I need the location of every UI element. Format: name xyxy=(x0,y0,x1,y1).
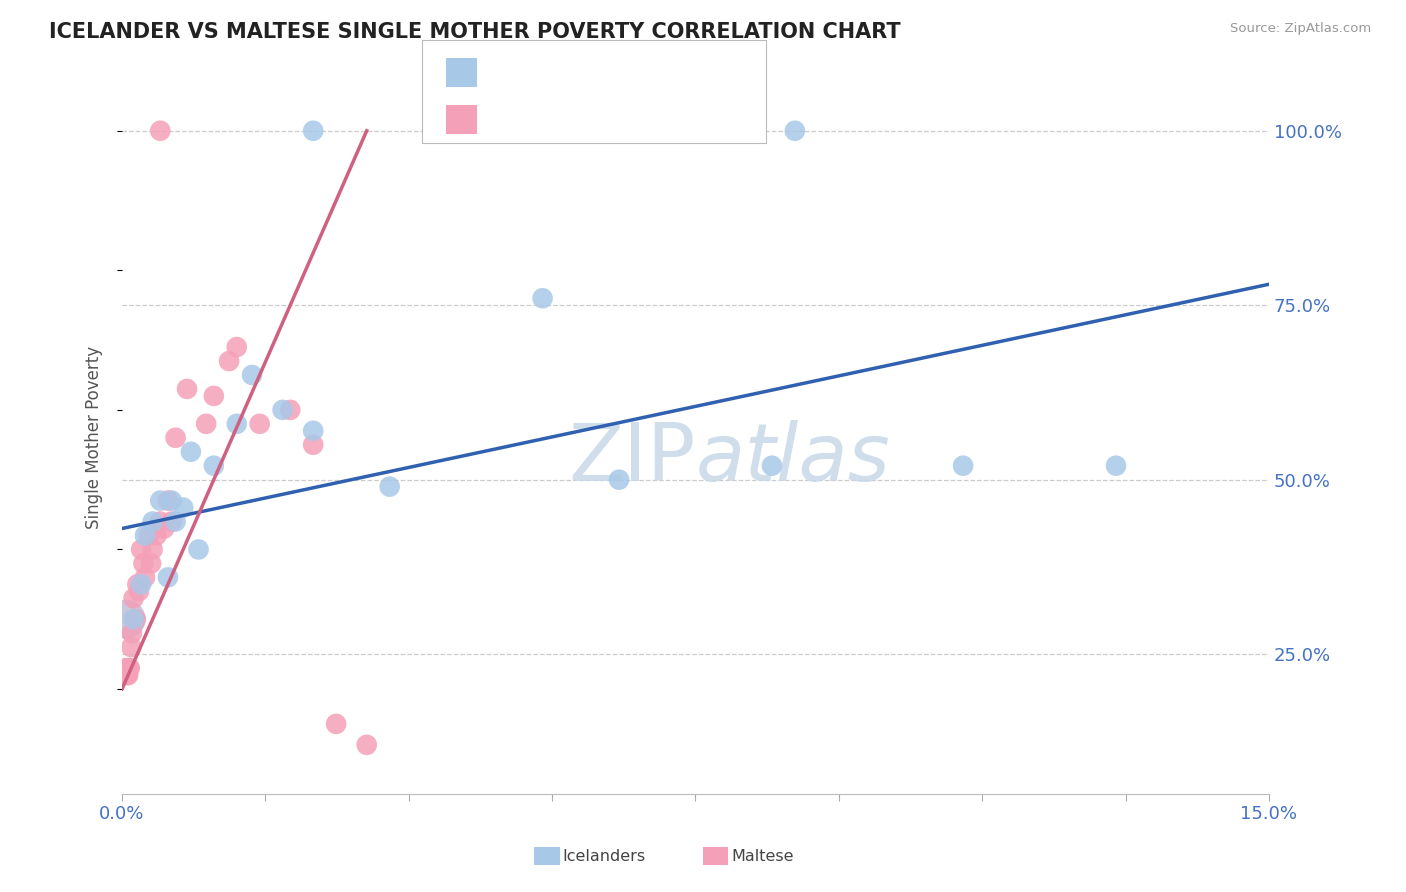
Point xyxy=(531,291,554,305)
Point xyxy=(117,668,139,682)
Point xyxy=(325,717,347,731)
Text: Source: ZipAtlas.com: Source: ZipAtlas.com xyxy=(1230,22,1371,36)
Point xyxy=(138,528,160,542)
Point xyxy=(378,480,401,494)
Point xyxy=(160,493,183,508)
Text: atlas: atlas xyxy=(696,420,890,498)
Text: R =: R = xyxy=(491,111,530,128)
Text: Icelanders: Icelanders xyxy=(562,849,645,863)
Point xyxy=(761,458,783,473)
Text: Maltese: Maltese xyxy=(731,849,793,863)
Point xyxy=(952,458,974,473)
Point xyxy=(118,661,141,675)
Text: N =: N = xyxy=(586,63,638,82)
Point xyxy=(195,417,218,431)
Point xyxy=(160,515,183,529)
Point xyxy=(302,424,325,438)
Point xyxy=(302,438,325,452)
Point xyxy=(202,458,225,473)
Text: 0.344: 0.344 xyxy=(533,63,589,82)
Point xyxy=(1105,458,1128,473)
Point xyxy=(149,124,172,138)
Point xyxy=(271,403,294,417)
Point xyxy=(225,417,247,431)
Point xyxy=(149,493,172,508)
Point xyxy=(129,577,152,591)
Point xyxy=(176,382,198,396)
Point xyxy=(149,515,172,529)
Point xyxy=(153,521,176,535)
Y-axis label: Single Mother Poverty: Single Mother Poverty xyxy=(86,346,103,529)
Point xyxy=(125,612,148,626)
Point xyxy=(249,417,271,431)
Point xyxy=(120,640,142,654)
Text: R =: R = xyxy=(491,63,530,82)
Point xyxy=(783,124,806,138)
Text: 33: 33 xyxy=(631,111,657,128)
Point xyxy=(165,515,187,529)
Point xyxy=(165,431,187,445)
Point xyxy=(115,661,138,675)
Point xyxy=(180,444,202,458)
Point xyxy=(494,124,516,138)
Point xyxy=(240,368,263,382)
Point xyxy=(187,542,209,557)
Text: 0.710: 0.710 xyxy=(533,111,589,128)
Text: ZIP: ZIP xyxy=(568,420,696,498)
Point xyxy=(134,570,156,584)
Point xyxy=(225,340,247,354)
Point xyxy=(356,738,378,752)
Text: 22: 22 xyxy=(631,63,657,82)
Text: ICELANDER VS MALTESE SINGLE MOTHER POVERTY CORRELATION CHART: ICELANDER VS MALTESE SINGLE MOTHER POVER… xyxy=(49,22,901,42)
Point xyxy=(202,389,225,403)
Point xyxy=(139,557,162,571)
Point xyxy=(134,528,156,542)
Point xyxy=(127,577,149,591)
Point xyxy=(117,668,139,682)
Point xyxy=(128,584,150,599)
Point xyxy=(156,570,179,584)
Point xyxy=(129,542,152,557)
Point xyxy=(132,557,155,571)
Point xyxy=(156,493,179,508)
Point xyxy=(142,542,165,557)
Point xyxy=(172,500,194,515)
Point xyxy=(685,124,707,138)
Point xyxy=(122,591,145,606)
Point xyxy=(118,661,141,675)
Point xyxy=(607,473,630,487)
Point xyxy=(218,354,240,368)
Text: N =: N = xyxy=(586,111,638,128)
Point xyxy=(145,528,167,542)
Point xyxy=(278,403,301,417)
Point xyxy=(302,124,325,138)
Point xyxy=(115,612,138,626)
Point xyxy=(142,515,165,529)
Point xyxy=(122,612,145,626)
Point xyxy=(121,626,143,640)
